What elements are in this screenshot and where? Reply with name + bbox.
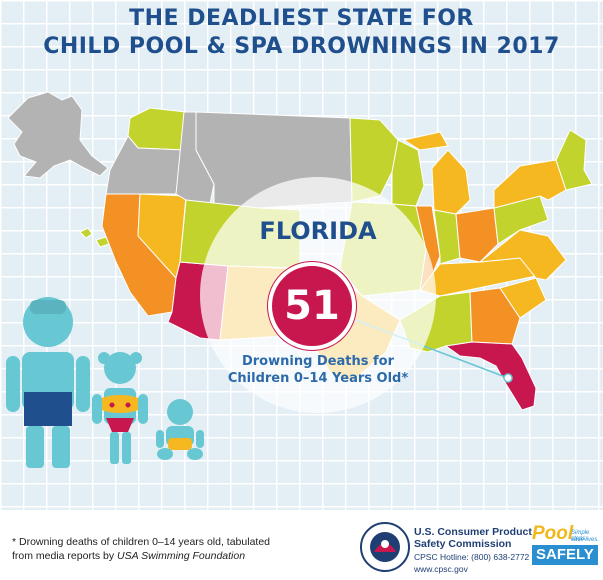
- state-florida: [444, 341, 537, 411]
- state-indiana: [433, 209, 461, 265]
- state-new-england: [555, 129, 593, 191]
- pool-safely-word-pool: Pool: [532, 523, 574, 544]
- footnote-line-2: from media reports by USA Swimming Found…: [12, 550, 245, 562]
- cpsc-name-line-2: Safety Commission: [414, 538, 512, 550]
- cpsc-hotline: CPSC Hotline: (800) 638-2772: [414, 552, 530, 562]
- footer: [0, 510, 603, 580]
- pool-safely-tagline-1: Simple steps.: [571, 530, 590, 542]
- cpsc-seal-logo: [360, 522, 410, 572]
- boy-figure: [6, 297, 90, 468]
- footnote-source: USA Swimming Foundation: [117, 550, 246, 562]
- leader-dot: [503, 373, 513, 383]
- footnote-prefix: from media reports by: [12, 550, 118, 562]
- state-new-york: [493, 159, 567, 209]
- cpsc-name-line-1: U.S. Consumer Product: [414, 526, 532, 538]
- pool-safely-tagline-2: save lives.: [571, 537, 600, 543]
- title-line-2: CHILD POOL & SPA DROWNINGS IN 2017: [43, 34, 560, 59]
- state-ohio: [455, 207, 499, 263]
- state-virginia-carolina: [478, 229, 567, 281]
- state-alaska: [7, 91, 109, 179]
- state-south-carolina: [499, 277, 547, 319]
- title-line-1: THE DEADLIEST STATE FOR: [129, 6, 474, 31]
- pool-safely-word-safely: SAFELY: [532, 545, 598, 565]
- baby-figure: [156, 399, 204, 460]
- footnote-line-1: * Drowning deaths of children 0–14 years…: [12, 536, 270, 548]
- state-georgia: [469, 287, 521, 345]
- cpsc-website: www.cpsc.gov: [414, 564, 468, 574]
- count-label-line-2: Children 0–14 Years Old*: [227, 371, 409, 386]
- count-label-line-1: Drowning Deaths for: [241, 354, 395, 369]
- death-count-badge: 51: [268, 262, 356, 350]
- state-name: FLORIDA: [259, 217, 377, 245]
- girl-figure: [92, 352, 148, 464]
